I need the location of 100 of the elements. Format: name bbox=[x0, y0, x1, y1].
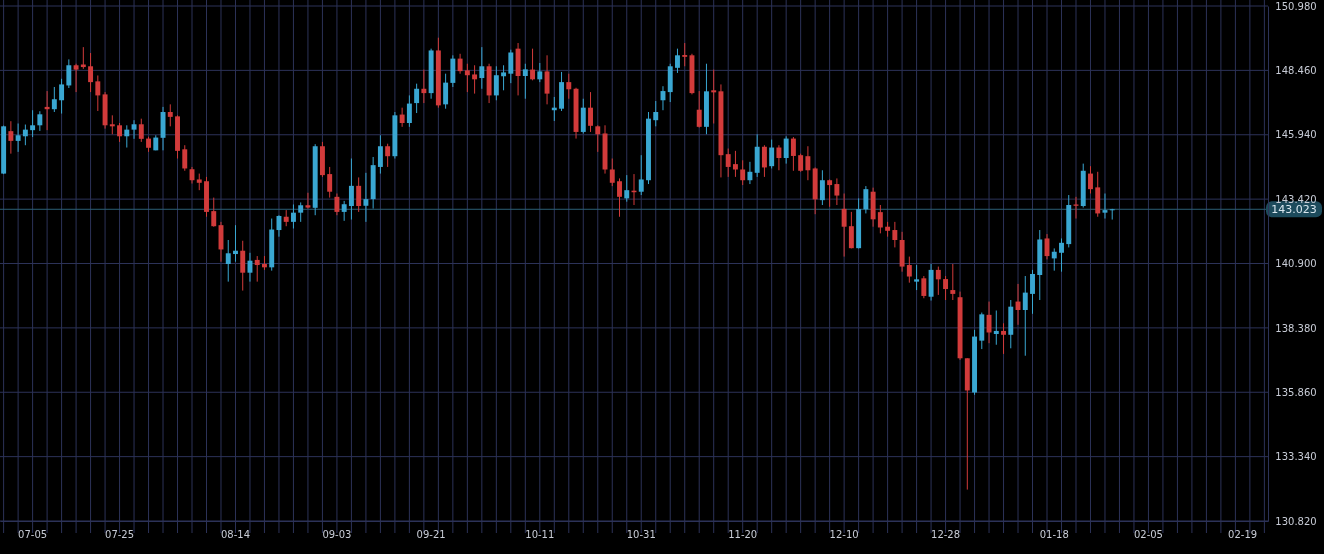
candlestick bbox=[508, 49, 514, 84]
candlestick bbox=[906, 256, 912, 284]
candlestick bbox=[848, 211, 854, 249]
candlestick bbox=[877, 204, 883, 234]
candlestick bbox=[211, 197, 217, 228]
candlestick bbox=[363, 172, 369, 223]
x-tick-label: 07-25 bbox=[105, 529, 135, 541]
candlestick bbox=[993, 310, 999, 346]
candlestick bbox=[819, 169, 825, 206]
candlestick bbox=[30, 109, 36, 138]
candlestick bbox=[298, 201, 304, 223]
candlestick bbox=[348, 158, 354, 221]
x-tick-label: 08-14 bbox=[220, 529, 251, 541]
candlestick bbox=[80, 46, 86, 70]
candlestick bbox=[406, 94, 412, 128]
candlestick bbox=[95, 74, 101, 112]
candlestick bbox=[1088, 165, 1093, 194]
candlestick bbox=[805, 145, 811, 181]
candlestick bbox=[51, 86, 57, 113]
candlestick bbox=[827, 178, 833, 208]
candlestick bbox=[769, 139, 775, 169]
candlestick bbox=[501, 64, 507, 91]
candlestick bbox=[240, 240, 246, 292]
candlestick bbox=[892, 221, 898, 248]
candlestick bbox=[566, 73, 572, 100]
candlestick bbox=[841, 193, 847, 258]
candlestick bbox=[341, 200, 347, 222]
candlestick bbox=[682, 42, 688, 67]
x-tick-label: 09-03 bbox=[322, 529, 352, 541]
candlestick bbox=[385, 143, 391, 168]
x-tick-label: 10-11 bbox=[525, 529, 555, 541]
candlestick bbox=[725, 148, 731, 178]
candlestick bbox=[66, 58, 72, 89]
x-tick-label: 11-20 bbox=[728, 529, 758, 541]
candlestick bbox=[138, 118, 144, 143]
x-tick-label: 02-05 bbox=[1133, 529, 1163, 541]
candlestick bbox=[109, 114, 115, 135]
candlestick bbox=[443, 73, 449, 110]
candlestick bbox=[609, 158, 615, 187]
candlestick bbox=[1109, 208, 1115, 221]
candlestick bbox=[653, 100, 659, 127]
candlestick bbox=[254, 255, 260, 283]
candlestick bbox=[986, 301, 992, 344]
candlestick bbox=[914, 264, 920, 291]
candlestick bbox=[88, 52, 94, 93]
candlestick bbox=[414, 83, 420, 114]
candlestick bbox=[15, 123, 21, 153]
candlestick bbox=[624, 174, 630, 203]
candlestick bbox=[399, 107, 405, 128]
candlestick bbox=[790, 136, 796, 172]
candlestick bbox=[356, 176, 362, 213]
candlestick bbox=[73, 63, 79, 93]
candlestick bbox=[747, 161, 753, 185]
candlestick bbox=[544, 54, 550, 105]
y-tick-label: 133.340 bbox=[1275, 451, 1317, 463]
x-tick-label: 10-31 bbox=[626, 529, 656, 541]
candlestick bbox=[638, 154, 644, 196]
candlestick bbox=[530, 48, 536, 81]
candlestick bbox=[783, 135, 789, 165]
candlestick bbox=[617, 177, 622, 218]
candlestick bbox=[124, 124, 130, 149]
candlestick bbox=[44, 90, 50, 131]
candlestick bbox=[464, 63, 470, 93]
y-tick-label: 145.940 bbox=[1275, 129, 1317, 141]
candlestick bbox=[1030, 269, 1035, 315]
candlestick bbox=[588, 91, 593, 133]
y-tick-label: 130.820 bbox=[1275, 515, 1317, 527]
x-tick-label: 09-21 bbox=[416, 529, 446, 541]
candlestick bbox=[37, 110, 43, 132]
candlestick bbox=[8, 120, 14, 155]
candlestick bbox=[595, 124, 601, 153]
candlestick bbox=[1059, 237, 1064, 273]
candlestick bbox=[305, 192, 311, 210]
candlestick bbox=[457, 53, 463, 75]
candlestick bbox=[421, 69, 427, 104]
candlestick bbox=[1102, 193, 1108, 220]
candlestick bbox=[377, 134, 383, 175]
candlestick bbox=[863, 185, 869, 214]
candlestick bbox=[167, 103, 173, 127]
candlestick bbox=[472, 64, 478, 95]
candlestick bbox=[675, 48, 680, 74]
candlestick bbox=[276, 214, 282, 238]
candlestick bbox=[59, 78, 65, 115]
candlestick bbox=[921, 275, 927, 299]
candlestick bbox=[834, 177, 840, 206]
candlestick bbox=[732, 150, 738, 178]
candlestick bbox=[1001, 322, 1006, 355]
candlestick bbox=[935, 266, 941, 296]
candlestick bbox=[740, 159, 746, 186]
x-tick-label: 01-18 bbox=[1039, 529, 1069, 541]
x-tick-label: 12-28 bbox=[931, 529, 961, 541]
candlestick bbox=[479, 46, 485, 90]
candlestick bbox=[696, 90, 702, 129]
y-tick-label: 148.460 bbox=[1275, 65, 1317, 77]
candlestick bbox=[1022, 275, 1028, 357]
candlestick bbox=[233, 224, 238, 263]
candlestick bbox=[761, 144, 767, 178]
candlestick bbox=[1073, 196, 1079, 220]
candlestick bbox=[950, 263, 956, 301]
candlestick bbox=[182, 144, 188, 172]
